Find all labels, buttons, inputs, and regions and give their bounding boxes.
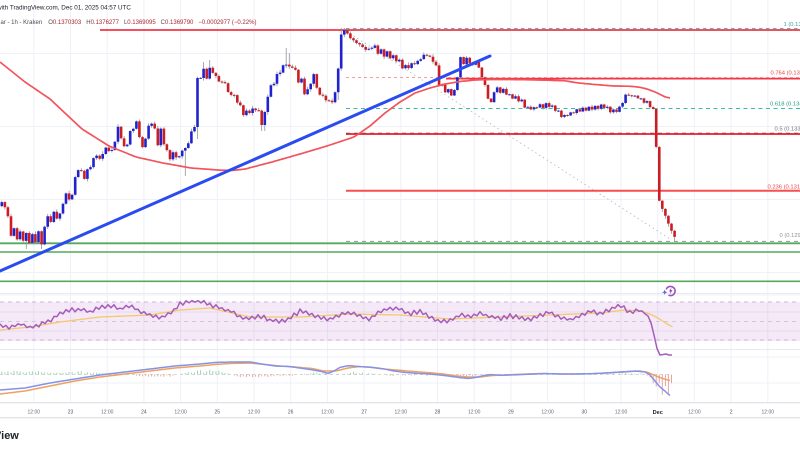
svg-text:12:00: 12:00	[395, 410, 408, 416]
svg-text:27: 27	[361, 410, 367, 416]
svg-text:0.5 (0.1333175): 0.5 (0.1333175)	[775, 127, 800, 133]
svg-text:12:00: 12:00	[762, 410, 775, 416]
svg-text:0.236 (0.1310416): 0.236 (0.1310416)	[768, 185, 800, 191]
svg-text:28: 28	[435, 410, 441, 416]
svg-text:12:00: 12:00	[468, 410, 481, 416]
svg-text:12:00: 12:00	[688, 410, 701, 416]
svg-text:25: 25	[215, 410, 221, 416]
svg-text:30: 30	[582, 410, 588, 416]
svg-text:12:00: 12:00	[28, 410, 41, 416]
svg-text:12:00: 12:00	[541, 410, 554, 416]
svg-text:29: 29	[508, 410, 514, 416]
svg-text:0 (0.1290072): 0 (0.1290072)	[780, 233, 800, 239]
svg-text:12:00: 12:00	[101, 410, 114, 416]
svg-text:12:00: 12:00	[615, 410, 628, 416]
svg-text:with TradingView.com, Dec 01,: with TradingView.com, Dec 01, 2025 04:57…	[0, 5, 131, 12]
svg-text:12:00: 12:00	[174, 410, 187, 416]
svg-text:12:00: 12:00	[248, 410, 261, 416]
svg-text:Dec: Dec	[653, 410, 663, 416]
svg-text:12:00: 12:00	[321, 410, 334, 416]
svg-text:1 (0.1376277): 1 (0.1376277)	[784, 22, 800, 28]
svg-text:View: View	[0, 430, 19, 442]
svg-text:24: 24	[141, 410, 147, 416]
svg-text:2: 2	[730, 410, 733, 416]
svg-text:23: 23	[68, 410, 74, 416]
svg-text:0.764 (0.1355922): 0.764 (0.1355922)	[771, 71, 800, 77]
svg-text:0.618 (0.1343342): 0.618 (0.1343342)	[770, 102, 800, 108]
svg-text:26: 26	[288, 410, 294, 416]
